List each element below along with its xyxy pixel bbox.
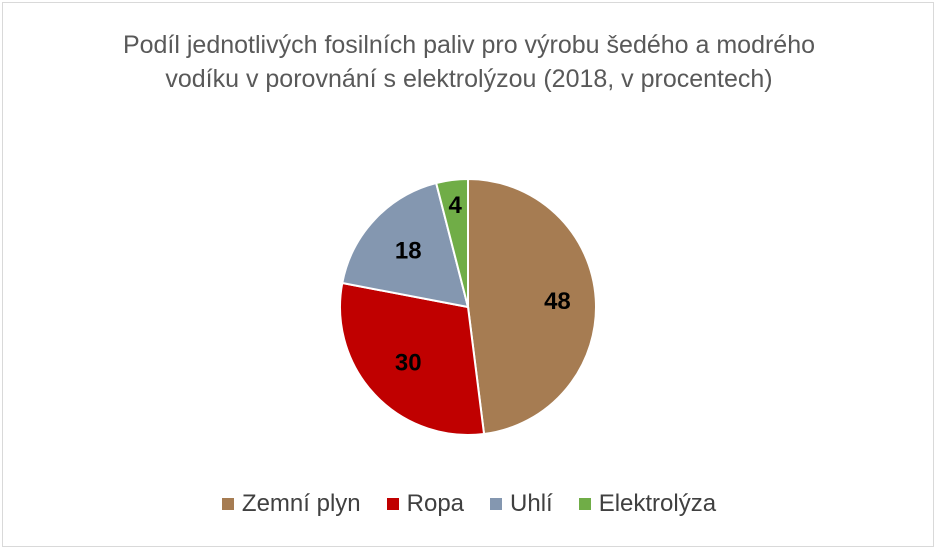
data-label-zemni-plyn: 48 <box>544 288 571 315</box>
pie-slice-zemni-plyn <box>467 177 597 436</box>
pie-slice-elektrolyza <box>434 177 469 308</box>
data-label-ropa: 30 <box>395 350 422 377</box>
legend-swatch-ropa <box>386 498 399 510</box>
legend-item-elektrolyza: Elektrolýza <box>578 490 717 518</box>
legend-item-ropa: Ropa <box>386 490 465 518</box>
data-label-elektrolyza: 4 <box>448 192 462 219</box>
chart-title: Podíl jednotlivých fosilních paliv pro v… <box>122 31 816 93</box>
legend-swatch-zemni-plyn <box>221 498 234 510</box>
pie-slice-ropa <box>339 281 486 436</box>
pie-slice-uhli <box>341 181 470 309</box>
legend-label-elektrolyza: Elektrolýza <box>598 490 717 517</box>
legend-swatch-uhli <box>490 498 503 510</box>
legend-label-zemni-plyn: Zemní plyn <box>241 490 361 517</box>
legend: Zemní plyn Ropa Uhlí Elektrolýza <box>0 490 938 518</box>
data-label-uhli: 18 <box>395 237 422 264</box>
legend-item-uhli: Uhlí <box>490 490 553 518</box>
legend-label-ropa: Ropa <box>406 490 465 517</box>
legend-label-uhli: Uhlí <box>510 490 553 517</box>
legend-item-zemni-plyn: Zemní plyn <box>221 490 361 518</box>
legend-swatch-elektrolyza <box>578 498 591 510</box>
